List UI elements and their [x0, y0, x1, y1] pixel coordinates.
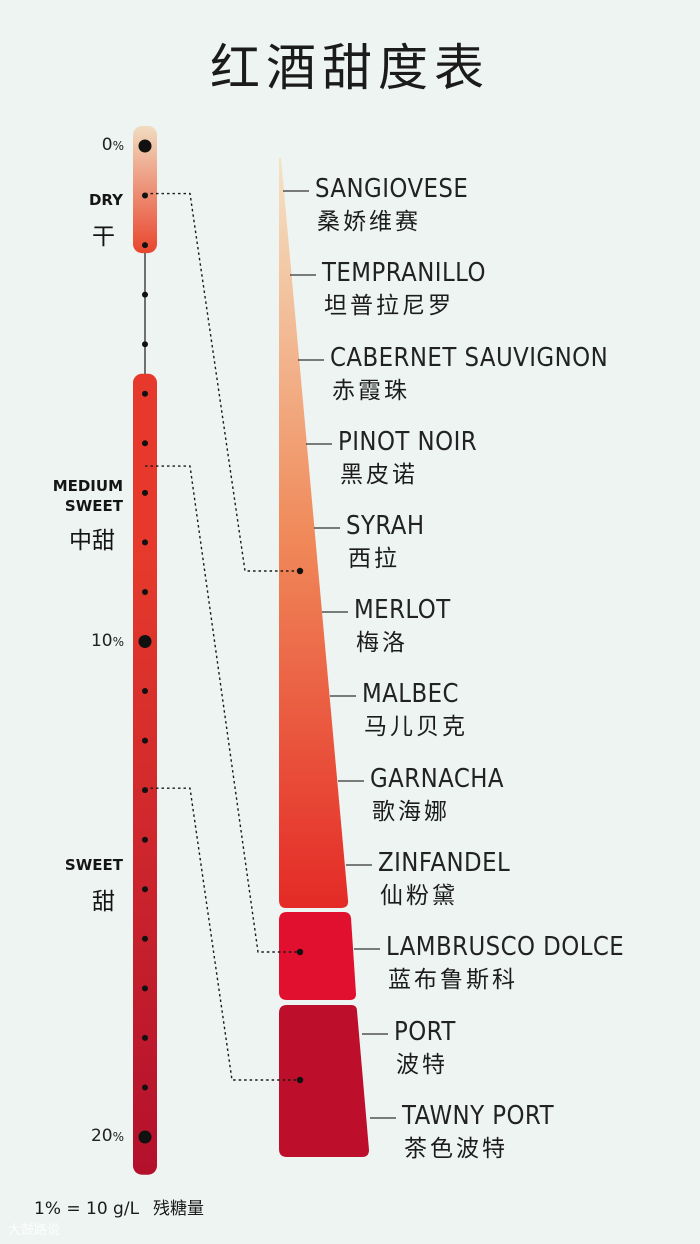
wine-label-zh: 黑皮诺 — [340, 462, 418, 488]
tick-value: 20 — [90, 1126, 113, 1146]
scale-minor-dot — [142, 1084, 148, 1091]
wine-label-en: LAMBRUSCO DOLCE — [386, 932, 625, 962]
wine-label-en: ZINFANDEL — [378, 848, 511, 878]
wine-label-zh: 波特 — [396, 1052, 448, 1078]
wine-label-zh: 梅洛 — [356, 630, 408, 656]
footer-scale: 1% = 10 g/L — [34, 1199, 140, 1219]
group-connector — [145, 465, 300, 953]
wine-label-zh: 桑娇维赛 — [317, 209, 421, 235]
medium-sweet-bar — [133, 373, 157, 581]
scale-major-dot — [138, 139, 152, 153]
category-label-en: MEDIUM SWEET — [52, 477, 123, 515]
category-label-zh: 甜 — [92, 889, 115, 915]
scale-minor-dot — [142, 588, 148, 595]
tick-value: 10 — [90, 630, 113, 651]
wine-label-en: GARNACHA — [370, 764, 505, 794]
wine-label-en: SANGIOVESE — [315, 174, 469, 204]
scale-minor-dot — [142, 440, 148, 447]
wine-label-zh: 马儿贝克 — [364, 714, 468, 740]
port-block — [279, 1005, 369, 1157]
scale-minor-dot — [142, 390, 148, 397]
footer-note: 1% = 10 g/L 残糖量 — [34, 1194, 204, 1219]
category-label-zh: 中甜 — [69, 528, 115, 554]
scale-minor-dot — [142, 291, 148, 298]
lambrusco-block — [279, 912, 356, 1000]
group-connector-dot — [296, 567, 304, 575]
scale-minor-dot — [142, 886, 148, 893]
dry-wines-wedge — [279, 158, 349, 908]
wine-label-en: TAWNY PORT — [402, 1101, 555, 1131]
wine-label-zh: 歌海娜 — [372, 799, 450, 825]
group-connector-dot — [296, 948, 304, 956]
scale-major-dot — [138, 635, 152, 648]
wine-label-en: PINOT NOIR — [338, 427, 478, 457]
wine-label-en: TEMPRANILLO — [322, 258, 486, 288]
scale-minor-dot — [142, 489, 148, 496]
tick-unit: % — [112, 139, 124, 153]
category-label-zh: 干 — [92, 224, 115, 250]
scale-minor-dot — [142, 242, 148, 249]
wine-label-zh: 蓝布鲁斯科 — [388, 967, 518, 993]
tick-label: 10% — [64, 631, 124, 651]
page-title: 红酒甜度表 — [210, 39, 490, 97]
scale-major-dot — [138, 1130, 152, 1144]
group-connector — [145, 787, 300, 1081]
tick-label: 20% — [64, 1126, 124, 1146]
wine-label-zh: 茶色波特 — [404, 1136, 508, 1162]
wine-label-en: MERLOT — [354, 595, 451, 625]
wine-label-en: PORT — [394, 1017, 456, 1047]
tick-label: 0% — [64, 135, 124, 155]
wine-label-zh: 坦普拉尼罗 — [324, 293, 454, 319]
wine-label-zh: 赤霞珠 — [332, 378, 410, 404]
scale-minor-dot — [142, 1034, 148, 1041]
scale-minor-dot — [142, 737, 148, 744]
group-connector — [145, 192, 300, 572]
sweet-bar — [133, 552, 157, 1175]
scale-minor-dot — [142, 836, 148, 843]
wine-label-zh: 仙粉黛 — [380, 883, 458, 909]
dry-bar — [133, 126, 157, 254]
tick-unit: % — [112, 634, 124, 649]
wine-label-en: SYRAH — [346, 511, 425, 541]
category-label-en: DRY — [88, 191, 123, 209]
wine-label-en: MALBEC — [362, 679, 459, 709]
scale-minor-dot — [142, 688, 148, 695]
tick-value: 0 — [101, 135, 113, 155]
tick-unit: % — [112, 1130, 124, 1144]
footer-label: 残糖量 — [153, 1199, 205, 1219]
watermark-text: 大鼓路说 — [8, 1223, 61, 1238]
group-connector-dot — [296, 1076, 304, 1084]
category-label-en: SWEET — [64, 856, 123, 874]
wine-label-en: CABERNET SAUVIGNON — [330, 343, 609, 373]
wine-label-zh: 西拉 — [348, 546, 400, 572]
scale-minor-dot — [142, 341, 148, 348]
scale-minor-dot — [142, 935, 148, 942]
scale-minor-dot — [142, 539, 148, 546]
scale-minor-dot — [142, 985, 148, 992]
